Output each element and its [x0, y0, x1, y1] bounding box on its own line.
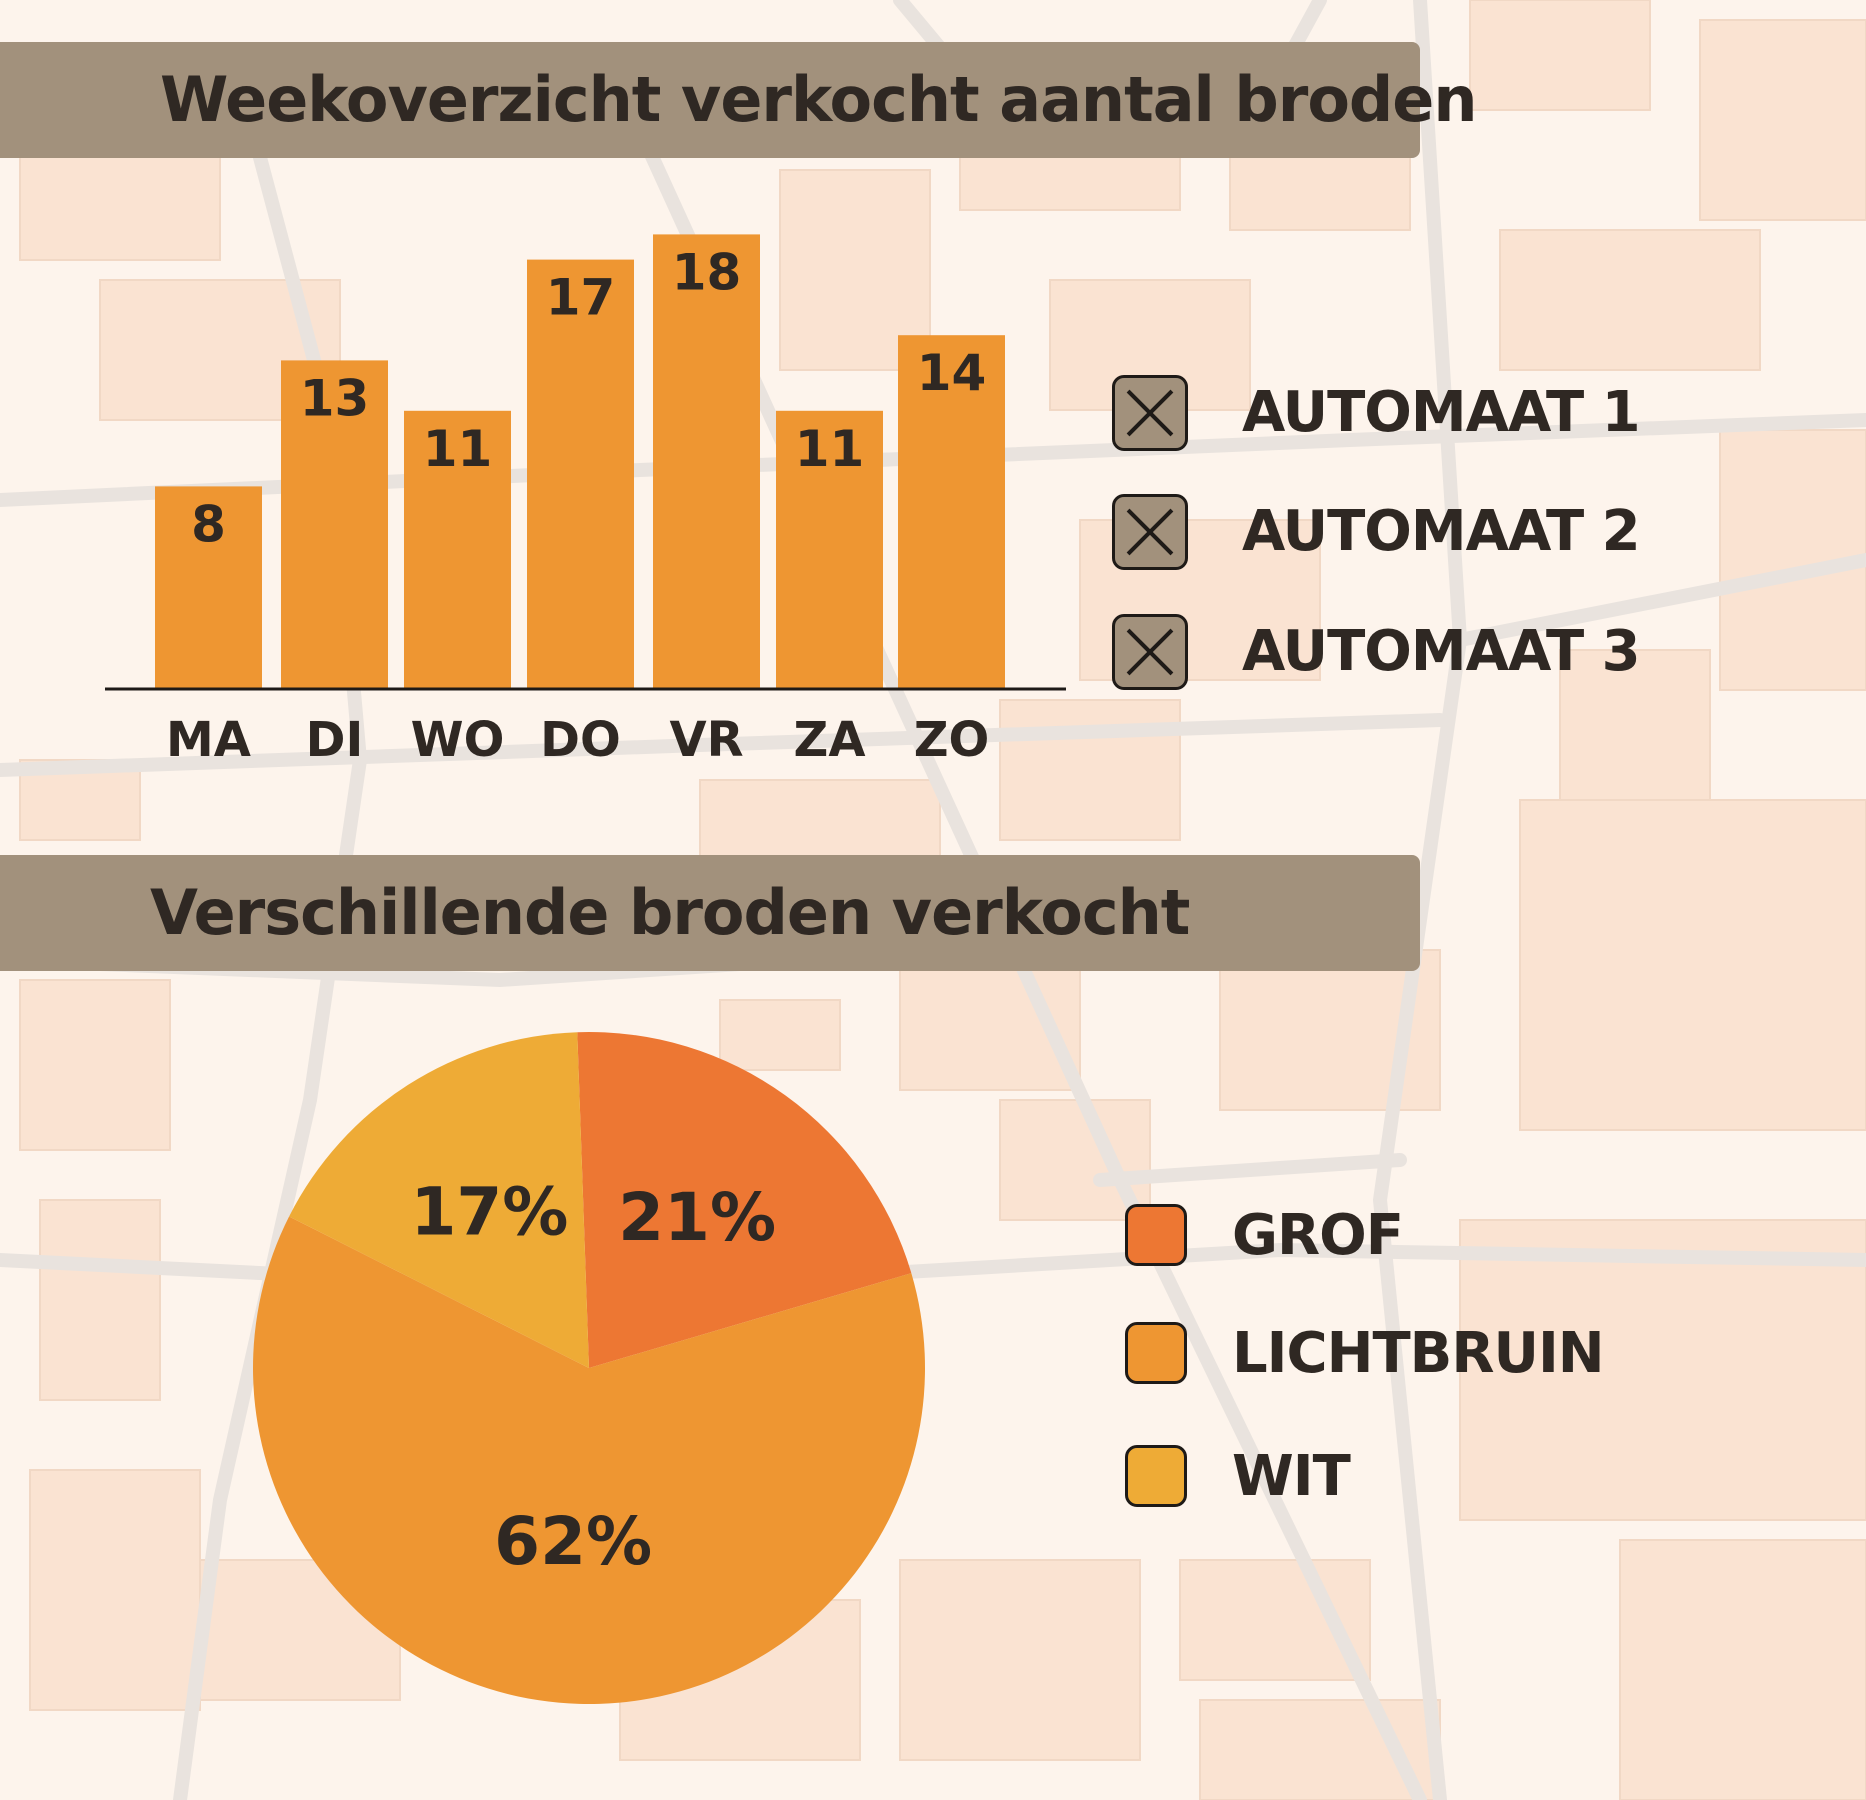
pie-slice-wit: [289, 1032, 589, 1368]
bar-zo: [898, 335, 1005, 688]
bar-za: [776, 410, 883, 688]
automaat-1-swatch-icon: [1112, 375, 1188, 451]
legend-label-automaat-1: AUTOMAAT 1: [1242, 380, 1641, 445]
lichtbruin-swatch-icon: [1125, 1322, 1187, 1384]
automaat-3-swatch-icon: [1112, 614, 1188, 690]
bar-ma: [155, 486, 262, 688]
x-tick-label-wo: WO: [411, 712, 505, 768]
legend-label-automaat-2: AUTOMAAT 2: [1242, 499, 1641, 564]
pie-value-label-lichtbruin: 62%: [494, 1503, 652, 1580]
x-tick-label-ma: MA: [166, 712, 251, 768]
pie-value-label-grof: 21%: [618, 1179, 776, 1256]
bar-chart-title: Weekoverzicht verkocht aantal broden: [160, 63, 1477, 136]
bar-value-label-wo: 11: [423, 420, 493, 478]
bar-di: [281, 360, 388, 688]
bar-do: [527, 259, 634, 688]
pie-value-label-wit: 17%: [410, 1173, 568, 1250]
x-tick-label-zo: ZO: [914, 712, 990, 768]
legend-label-wit: WIT: [1232, 1444, 1351, 1509]
x-tick-label-vr: VR: [669, 712, 743, 768]
legend-label-lichtbruin: LICHTBRUIN: [1232, 1321, 1605, 1386]
pie-chart-title: Verschillende broden verkocht: [150, 876, 1190, 949]
pie-slice-lichtbruin: [252, 1216, 925, 1704]
bar-value-label-zo: 14: [917, 344, 987, 402]
pie-chart: 21% 62% 17%: [252, 1032, 925, 1704]
bar-chart-title-banner: Weekoverzicht verkocht aantal broden: [0, 42, 1477, 158]
legend-label-grof: GROF: [1232, 1203, 1404, 1268]
bar-value-label-ma: 8: [191, 495, 226, 553]
bar-value-label-vr: 18: [672, 243, 742, 301]
legend-label-automaat-3: AUTOMAAT 3: [1242, 619, 1641, 684]
bar-vr: [653, 234, 760, 688]
x-tick-label-za: ZA: [794, 712, 866, 768]
bar-chart: 8 13 11 17 18 11 14 MA DI WO DO VR ZA ZO: [105, 234, 1066, 768]
x-tick-label-di: DI: [306, 712, 364, 768]
grof-swatch-icon: [1125, 1204, 1187, 1266]
bar-wo: [404, 410, 511, 688]
pie-slice-grof: [577, 1032, 912, 1368]
automaat-2-swatch-icon: [1112, 494, 1188, 570]
bar-value-label-za: 11: [795, 420, 865, 478]
bar-value-label-di: 13: [300, 369, 370, 427]
pie-chart-title-banner: Verschillende broden verkocht: [0, 855, 1420, 971]
x-tick-label-do: DO: [540, 712, 621, 768]
wit-swatch-icon: [1125, 1445, 1187, 1507]
bar-value-label-do: 17: [546, 269, 616, 327]
